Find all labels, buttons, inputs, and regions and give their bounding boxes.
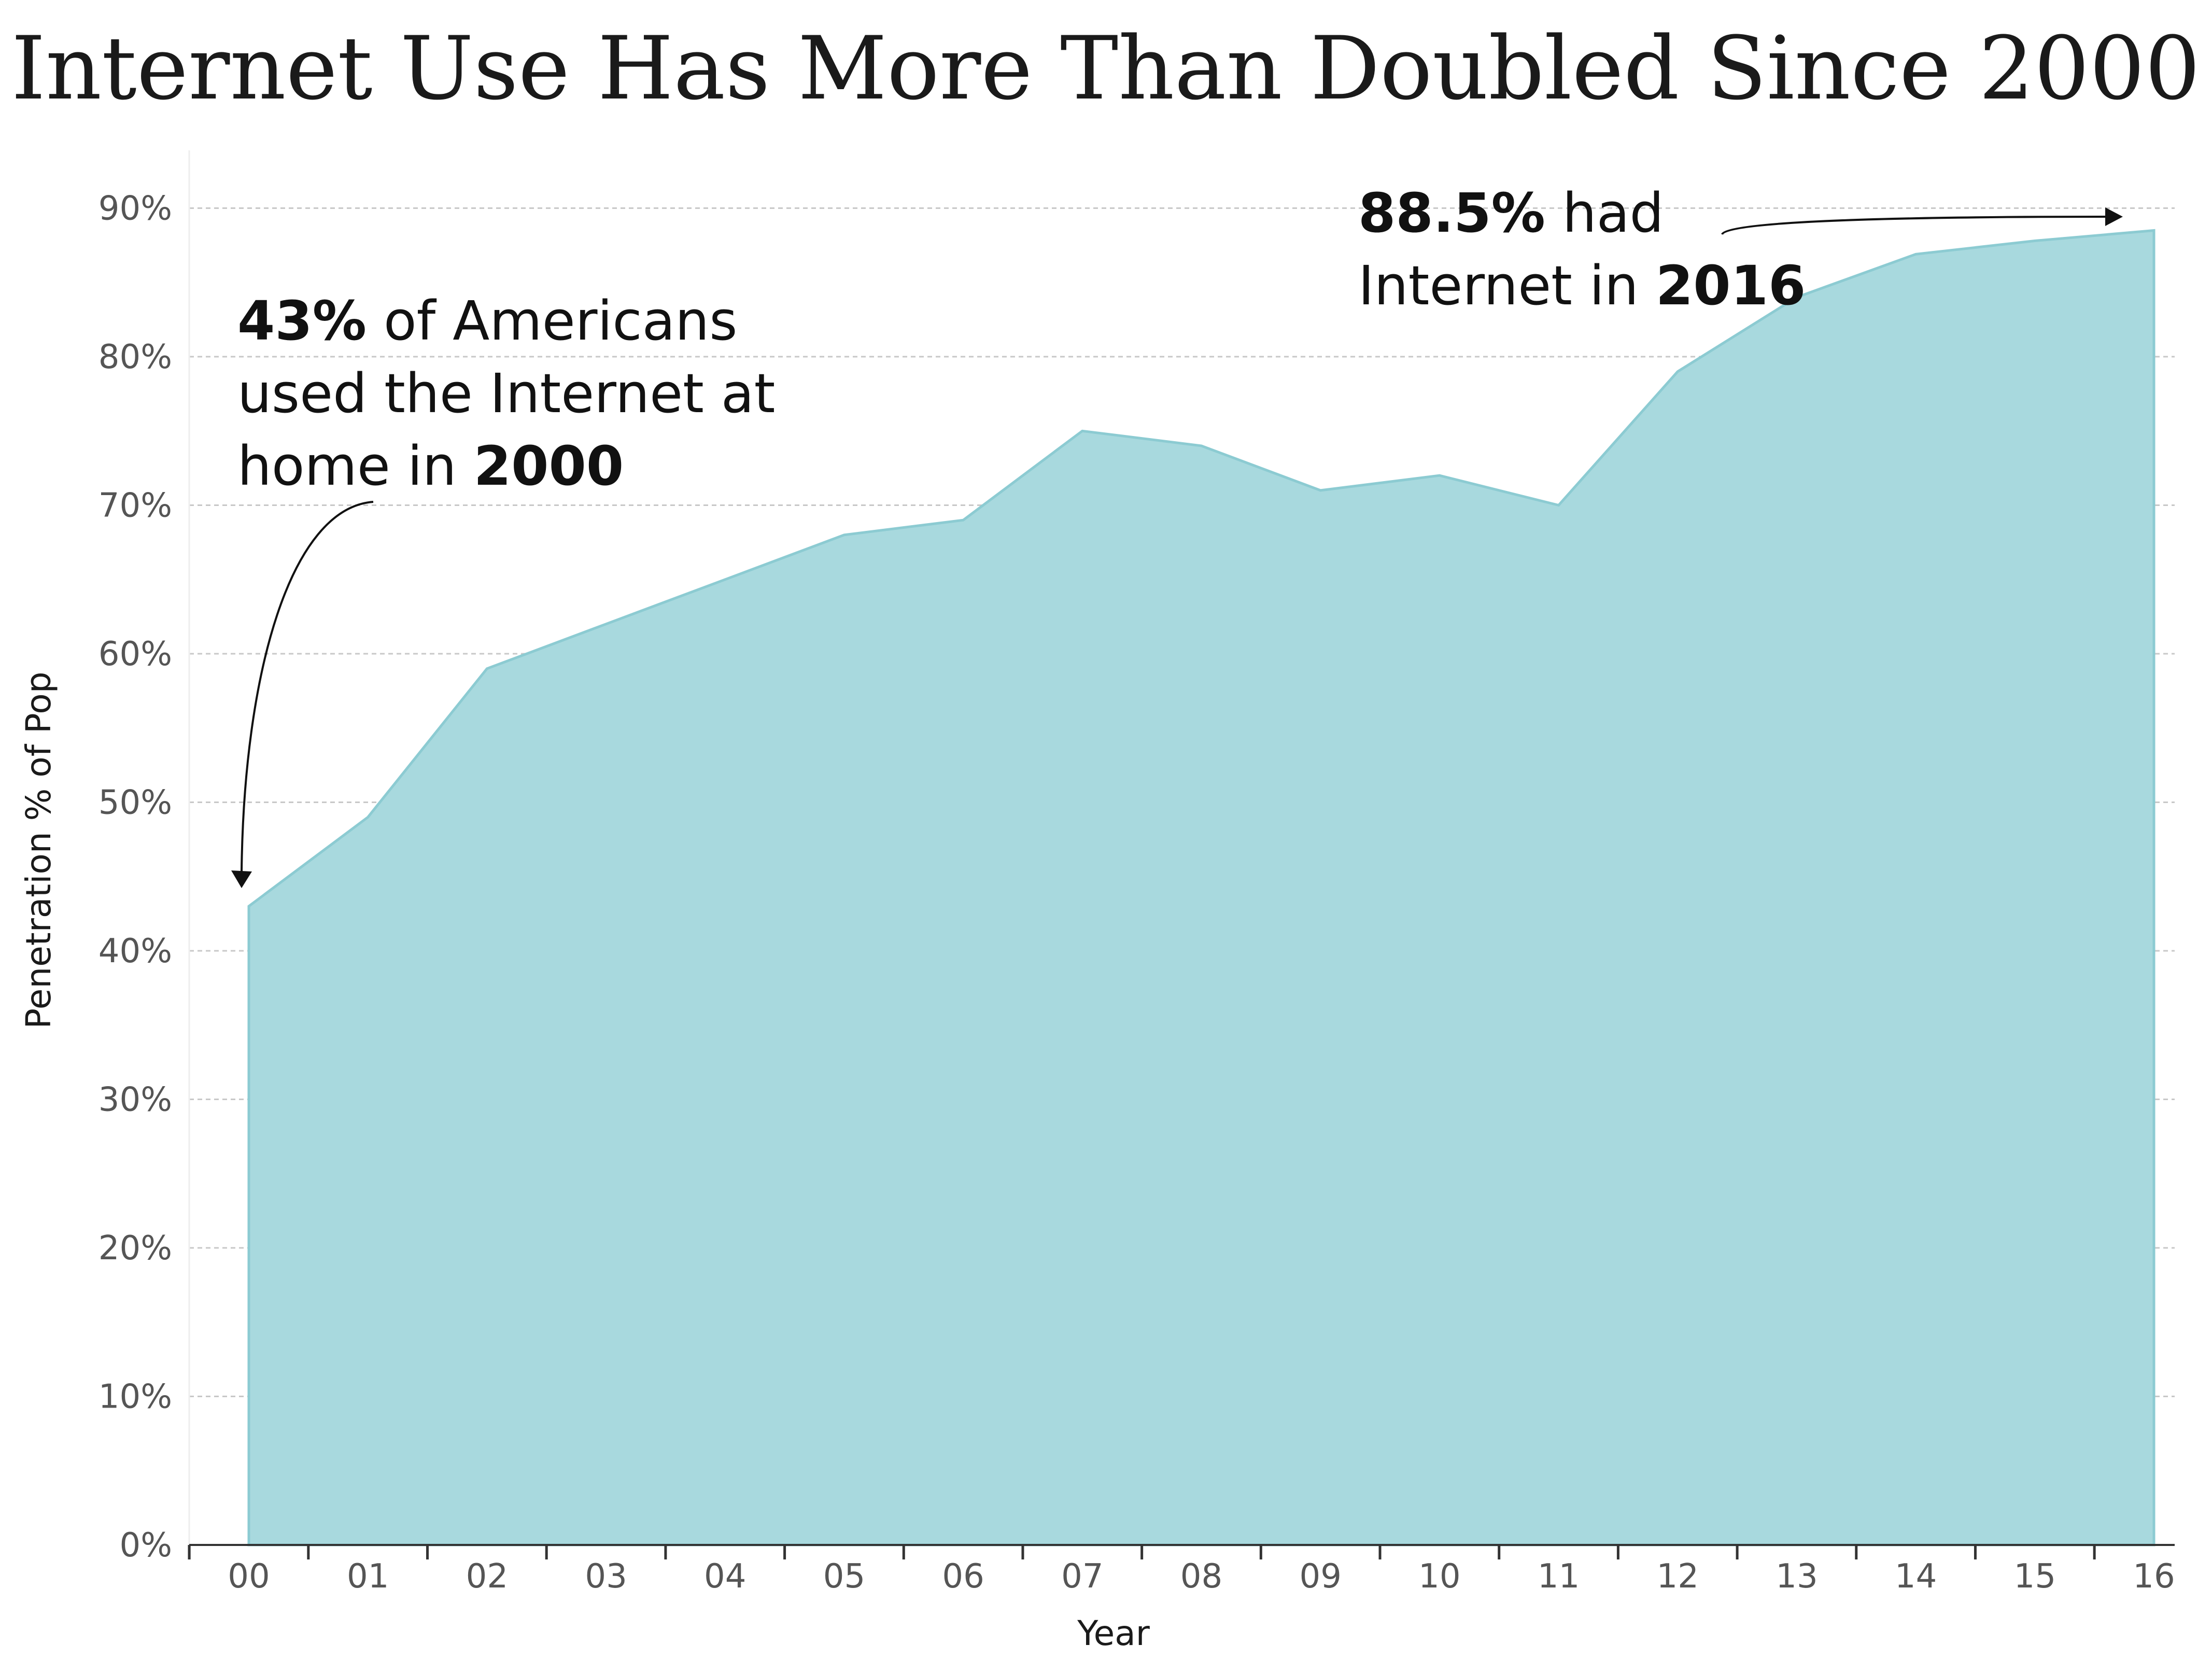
annotation-segment: home in [237, 434, 474, 498]
x-tick-label: 04 [704, 1557, 746, 1596]
annotation-segment: used the Internet at [237, 362, 775, 425]
annotation-segment: 88.5% [1358, 181, 1545, 245]
y-tick-label: 0% [119, 1526, 172, 1565]
x-tick-label: 14 [1895, 1557, 1937, 1596]
x-tick-label: 07 [1061, 1557, 1103, 1596]
annotation-segment: of Americans [367, 289, 737, 353]
x-tick-label: 09 [1299, 1557, 1341, 1596]
x-tick-label: 06 [942, 1557, 984, 1596]
annotation-segment: 43% [237, 289, 367, 353]
x-tick-label: 13 [1776, 1557, 1817, 1596]
y-tick-label: 40% [98, 932, 172, 971]
x-tick-label: 12 [1657, 1557, 1699, 1596]
axes: 00 01 02 03 04 05 06 07 08 09 10 11 12 13 14 15 16 [188, 150, 2175, 1596]
x-tick-label: 16 [2133, 1557, 2175, 1596]
x-tick-label: 11 [1538, 1557, 1580, 1596]
x-tick-label: 02 [466, 1557, 508, 1596]
annotation-segment: 2000 [474, 434, 624, 498]
y-tick-label: 90% [98, 190, 172, 228]
annotation-arrow [241, 501, 374, 873]
annotation-text: 43% of Americans used the Internet at home… [237, 289, 775, 498]
x-tick-label: 00 [228, 1557, 270, 1596]
x-axis-title: Year [1077, 1613, 1150, 1653]
annotation-text: 88.5% had Internet in 2016 [1358, 181, 1806, 317]
y-tick-label: 50% [98, 784, 172, 822]
annotation-segment: 2016 [1656, 254, 1806, 317]
annotations: 43% of Americans used the Internet at home… [231, 181, 2123, 889]
x-tick-label: 08 [1180, 1557, 1222, 1596]
y-axis-title: Penetration % of Pop [19, 671, 59, 1029]
series-area [247, 229, 2155, 1546]
y-tick-label: 70% [98, 487, 172, 525]
y-tick-label: 10% [98, 1378, 172, 1416]
annotation-arrow [1721, 216, 2108, 235]
annotation-segment: had [1545, 181, 1664, 245]
y-tick-label: 20% [98, 1229, 172, 1268]
plot-area [247, 229, 2155, 1546]
x-tick-label: 03 [585, 1557, 627, 1596]
x-tick-label: 10 [1418, 1557, 1460, 1596]
y-tick-label: 60% [98, 635, 172, 673]
x-tick-label: 05 [823, 1557, 865, 1596]
annotation-segment: Internet in [1358, 254, 1656, 317]
y-tick-label: 30% [98, 1081, 172, 1119]
y-tick-label: 80% [98, 338, 172, 376]
x-tick-label: 15 [2014, 1557, 2056, 1596]
chart-title: Internet Use Has More Than Doubled Since… [11, 18, 2201, 119]
x-tick-label: 01 [347, 1557, 389, 1596]
arrow-head [231, 870, 252, 889]
arrow-head [2105, 207, 2123, 226]
